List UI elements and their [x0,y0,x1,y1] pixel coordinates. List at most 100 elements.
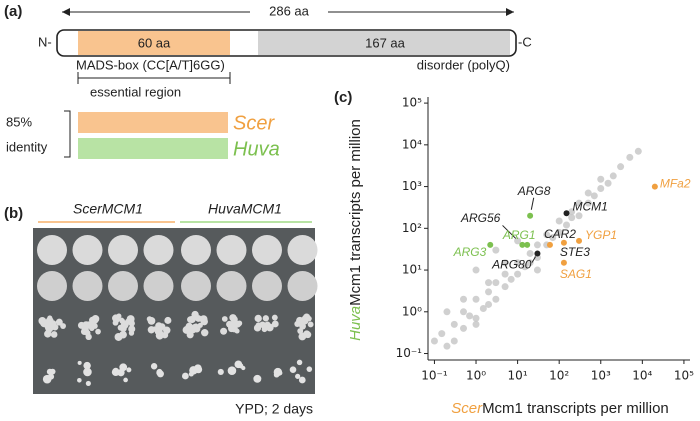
colony-spot [252,271,282,301]
colony-spot [108,271,138,301]
point [626,153,634,161]
point-label: STE3 [560,245,590,259]
y-tick-label: 10¹ [402,263,422,277]
colony [228,367,234,373]
point [575,212,583,220]
highlight-point [560,259,567,266]
colony [128,325,136,333]
condition: YPD; 2 days [235,401,313,417]
colonies [37,235,318,387]
point-label: ARG1 [502,228,536,242]
highlight-point [563,210,570,217]
colony [77,360,82,365]
point [533,241,541,249]
colony-spot [216,271,247,301]
colony-spot [37,235,67,265]
colony [83,367,92,377]
colony [92,323,98,329]
point [533,266,541,274]
colony [228,322,236,330]
length-label: 286 aa [269,3,310,18]
point-label: MCM1 [573,199,608,213]
point [472,320,480,328]
domain-madsbox [78,31,230,55]
point [507,275,515,283]
point [492,279,500,287]
colony [298,376,306,384]
colony [295,373,301,379]
colony [277,370,283,376]
domain-disorder [258,31,510,55]
colony [307,321,314,328]
colony-spot [216,235,247,265]
y-tick-label: 10⁰ [402,304,422,318]
x-axis-species: Scer [451,400,483,417]
domain-name: MADS-box (CC[A/T]6GG) [76,57,225,72]
highlight-point [546,241,553,248]
y-tick-label: 10⁵ [402,96,422,110]
colony-spot [37,271,67,301]
colony [261,326,268,333]
point [526,249,534,257]
point-label: YGP1 [585,228,617,242]
point [501,259,509,267]
colony [194,364,202,372]
highlight-point [519,241,526,248]
point [492,295,500,303]
point [514,270,522,278]
colony [128,330,135,336]
group-label: ScerMCM1 [73,201,143,217]
x-tick-label: 10¹ [508,369,528,383]
colony [44,322,50,329]
highlight-point [527,212,534,219]
x-tick-label: 10⁻¹ [421,369,448,383]
colony [253,374,262,383]
identity-word: identity [6,139,48,154]
colony [155,331,164,340]
point [526,259,534,267]
colony [87,323,94,329]
point [472,266,480,274]
point [597,184,605,192]
leader-line [531,256,537,263]
point [466,312,474,320]
colony-spot [287,235,318,265]
point [568,214,576,222]
colony [262,315,269,322]
point [543,231,551,239]
colony [201,328,209,337]
group-label: HuvaMCM1 [208,201,282,217]
x-axis-text: Mcm1 transcripts per million [482,400,669,417]
y-axis-title: HuvaMcm1 transcripts per million [347,119,364,341]
x-axis-title: ScerMcm1 transcripts per million [451,400,669,417]
colony [304,331,312,339]
colony [220,327,228,335]
point-label: SAG1 [560,267,592,281]
x-tick-label: 10⁵ [674,369,694,383]
colony [150,363,158,370]
colony [294,320,301,327]
scer-bar [78,112,228,133]
y-axis-species: Huva [347,306,364,341]
colony [199,315,208,324]
point [584,199,592,207]
colony [95,328,101,335]
colony [191,310,199,319]
highlight-point [487,241,494,248]
huva-bar [78,138,228,159]
colony [161,331,169,339]
domain-name: disorder (polyQ) [417,57,510,72]
point [460,308,468,316]
x-tick-label: 10⁴ [632,369,652,383]
colony [298,332,307,341]
y-tick-label: 10⁴ [402,137,422,151]
colony [289,366,297,373]
colony-spot [143,235,174,265]
colony [181,372,189,380]
colony [83,361,91,370]
point [555,228,563,236]
colony [125,318,132,325]
panel-label: (c) [334,89,352,106]
region-bracket [77,72,231,84]
point [443,342,451,350]
